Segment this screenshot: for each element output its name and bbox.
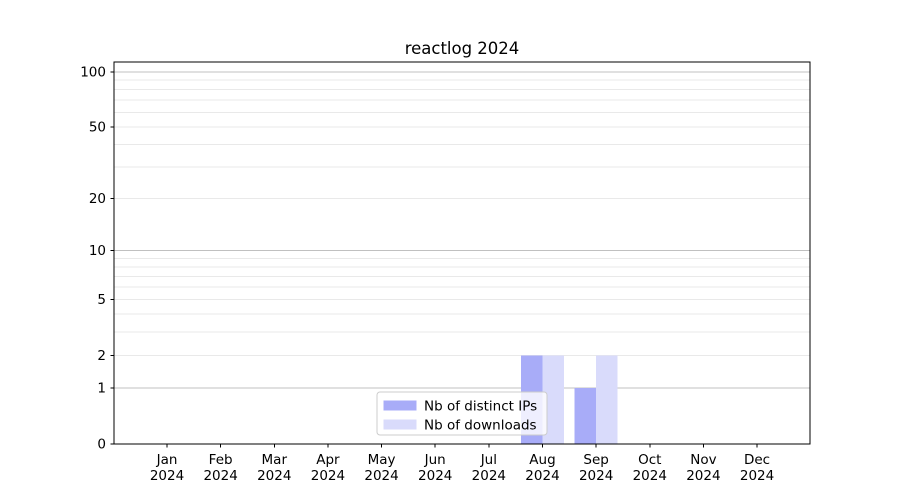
x-tick-label: Mar 2024	[257, 452, 291, 484]
y-tick-label: 5	[97, 292, 106, 308]
y-tick-label: 100	[80, 64, 106, 80]
x-axis: Jan 2024 Feb 2024 Mar 2024 Apr 2024 May 2024 Jun 20…	[150, 444, 774, 484]
legend-swatch-downloads	[383, 419, 417, 430]
y-tick-label: 20	[89, 191, 106, 207]
x-tick-label: Aug 2024	[525, 452, 559, 484]
x-tick-label: Feb 2024	[203, 452, 237, 484]
y-tick-label: 10	[89, 243, 106, 259]
legend: Nb of distinct IPs Nb of downloads	[376, 391, 548, 436]
y-tick-label: 0	[97, 437, 106, 453]
bar-nb-of-downloads-sep-2024	[596, 355, 618, 444]
x-tick-label: Nov 2024	[686, 452, 720, 484]
axes-spines	[113, 61, 811, 445]
x-tick-label: May 2024	[364, 452, 398, 484]
x-tick-label: Sep 2024	[579, 452, 613, 484]
chart-title: reactlog 2024	[405, 39, 520, 58]
plot-border	[113, 61, 811, 445]
x-tick-label: Jun 2024	[418, 452, 452, 484]
x-tick-label: Jan 2024	[150, 452, 184, 484]
bar-nb-of-distinct-ips-sep-2024	[574, 388, 597, 444]
x-tick-label: Oct 2024	[633, 452, 667, 484]
x-tick-label: Apr 2024	[311, 452, 345, 484]
bar-nb-of-downloads-aug-2024	[542, 355, 564, 444]
y-tick-label: 2	[97, 348, 106, 364]
x-tick-label: Jul 2024	[472, 452, 506, 484]
legend-label-distinct-ips: Nb of distinct IPs	[424, 399, 537, 415]
gridlines	[114, 71, 810, 389]
y-tick-label: 1	[97, 381, 106, 397]
legend-label-downloads: Nb of downloads	[424, 418, 537, 434]
y-tick-label: 50	[89, 119, 106, 135]
y-axis: 0 1 2 5 10 20 50 100	[80, 64, 114, 453]
x-tick-label: Dec 2024	[740, 452, 774, 484]
legend-swatch-distinct-ips	[383, 400, 417, 411]
legend-box	[376, 391, 548, 436]
